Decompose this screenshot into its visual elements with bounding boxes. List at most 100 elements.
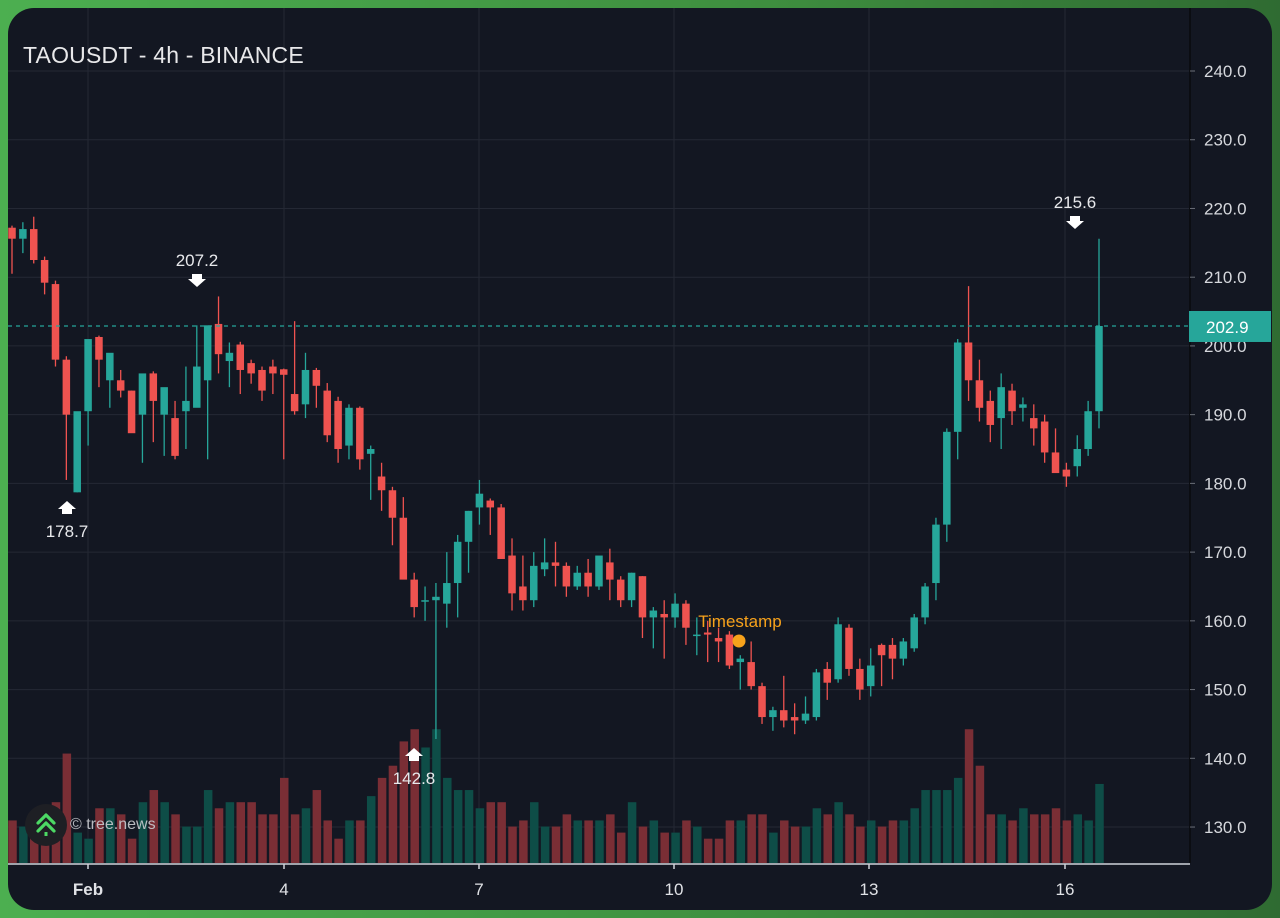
- candle-body[interactable]: [551, 562, 560, 566]
- candle-body[interactable]: [1084, 411, 1092, 450]
- candle-body[interactable]: [62, 359, 71, 415]
- candle-body[interactable]: [399, 517, 408, 580]
- candle-body[interactable]: [888, 644, 897, 659]
- candle-body[interactable]: [269, 366, 277, 374]
- candle-body[interactable]: [899, 641, 908, 659]
- candle-body[interactable]: [1073, 449, 1082, 467]
- candle-body[interactable]: [497, 507, 505, 559]
- candle-body[interactable]: [51, 284, 60, 360]
- candle-body[interactable]: [856, 668, 864, 690]
- candle-body[interactable]: [877, 644, 886, 656]
- candle-body[interactable]: [1051, 452, 1060, 474]
- candle-body[interactable]: [106, 352, 114, 381]
- candle-body[interactable]: [682, 603, 690, 628]
- candle-body[interactable]: [247, 363, 255, 374]
- timestamp-marker-icon[interactable]: [732, 634, 746, 648]
- candle-body[interactable]: [714, 638, 723, 642]
- candle-body[interactable]: [127, 390, 136, 434]
- candle-body[interactable]: [203, 325, 212, 381]
- candle-body[interactable]: [410, 579, 418, 608]
- candle-body[interactable]: [453, 541, 462, 584]
- candle-body[interactable]: [84, 339, 92, 412]
- candle-body[interactable]: [421, 600, 429, 602]
- candle-body[interactable]: [540, 562, 549, 570]
- candle-body[interactable]: [258, 369, 266, 391]
- candle-body[interactable]: [323, 390, 331, 436]
- candle-body[interactable]: [519, 586, 527, 601]
- candle-body[interactable]: [149, 373, 158, 401]
- candle-body[interactable]: [573, 572, 581, 587]
- candle-body[interactable]: [584, 572, 592, 587]
- candle-body[interactable]: [225, 352, 234, 362]
- candle-body[interactable]: [845, 627, 853, 669]
- candle-body[interactable]: [334, 400, 342, 450]
- chart-panel[interactable]: 240.0 230.0 220.0 210.0 200.0 190.0 180.0 170.0…: [8, 8, 1272, 910]
- candle-body[interactable]: [8, 227, 16, 239]
- candle-body[interactable]: [1095, 325, 1103, 412]
- candle-body[interactable]: [280, 369, 288, 375]
- candle-body[interactable]: [823, 668, 832, 683]
- candle-body[interactable]: [910, 617, 918, 649]
- candle-body[interactable]: [943, 431, 951, 525]
- candle-body[interactable]: [780, 710, 788, 721]
- candle-body[interactable]: [443, 583, 451, 604]
- candle-body[interactable]: [932, 524, 940, 584]
- candle-body[interactable]: [138, 373, 147, 415]
- candle-body[interactable]: [562, 565, 571, 587]
- candle-body[interactable]: [801, 713, 810, 721]
- candle-body[interactable]: [660, 613, 668, 618]
- candle-body[interactable]: [1008, 390, 1016, 412]
- candle-body[interactable]: [475, 493, 484, 508]
- candle-body[interactable]: [747, 662, 755, 687]
- candle-body[interactable]: [964, 342, 973, 381]
- candle-body[interactable]: [182, 400, 190, 412]
- candle-body[interactable]: [40, 260, 49, 283]
- candle-body[interactable]: [464, 510, 473, 542]
- candle-body[interactable]: [758, 686, 766, 718]
- candle-body[interactable]: [388, 490, 397, 518]
- candle-body[interactable]: [812, 672, 821, 718]
- candle-body[interactable]: [606, 562, 614, 580]
- candle-body[interactable]: [997, 387, 1005, 419]
- candle-body[interactable]: [214, 323, 223, 355]
- candle-body[interactable]: [790, 717, 799, 721]
- candle-body[interactable]: [1040, 421, 1049, 453]
- candle-body[interactable]: [866, 665, 875, 687]
- candle-body[interactable]: [377, 476, 386, 491]
- candle-body[interactable]: [290, 394, 299, 412]
- candle-body[interactable]: [627, 572, 636, 601]
- candle-body[interactable]: [1019, 404, 1027, 408]
- candle-body[interactable]: [693, 634, 701, 637]
- candle-body[interactable]: [649, 610, 658, 618]
- candle-body[interactable]: [116, 380, 125, 391]
- candle-body[interactable]: [953, 342, 962, 432]
- candle-body[interactable]: [236, 344, 245, 370]
- candle-body[interactable]: [595, 555, 603, 587]
- candle-body[interactable]: [921, 586, 929, 618]
- candle-body[interactable]: [312, 369, 321, 386]
- candle-body[interactable]: [345, 407, 353, 446]
- candle-body[interactable]: [530, 565, 538, 601]
- candle-body[interactable]: [638, 576, 647, 618]
- candle-body[interactable]: [160, 387, 168, 415]
- candle-body[interactable]: [1030, 418, 1038, 429]
- candle-body[interactable]: [736, 658, 745, 663]
- candle-body[interactable]: [301, 369, 310, 405]
- candle-body[interactable]: [725, 634, 734, 666]
- candle-body[interactable]: [975, 380, 984, 408]
- candle-body[interactable]: [616, 579, 625, 601]
- candle-body[interactable]: [671, 603, 679, 618]
- candle-body[interactable]: [508, 555, 516, 594]
- candle-body[interactable]: [1062, 469, 1071, 477]
- candle-body[interactable]: [432, 596, 440, 601]
- candlestick-chart[interactable]: 240.0230.0220.0210.0200.0190.0180.0170.0…: [8, 8, 1272, 910]
- candle-body[interactable]: [73, 411, 81, 493]
- candle-body[interactable]: [486, 500, 495, 508]
- candle-body[interactable]: [356, 407, 364, 460]
- candle-body[interactable]: [171, 418, 179, 456]
- candle-body[interactable]: [193, 366, 201, 408]
- candle-body[interactable]: [95, 336, 103, 360]
- candle-body[interactable]: [986, 400, 995, 425]
- candle-body[interactable]: [769, 710, 777, 718]
- candle-body[interactable]: [29, 229, 38, 261]
